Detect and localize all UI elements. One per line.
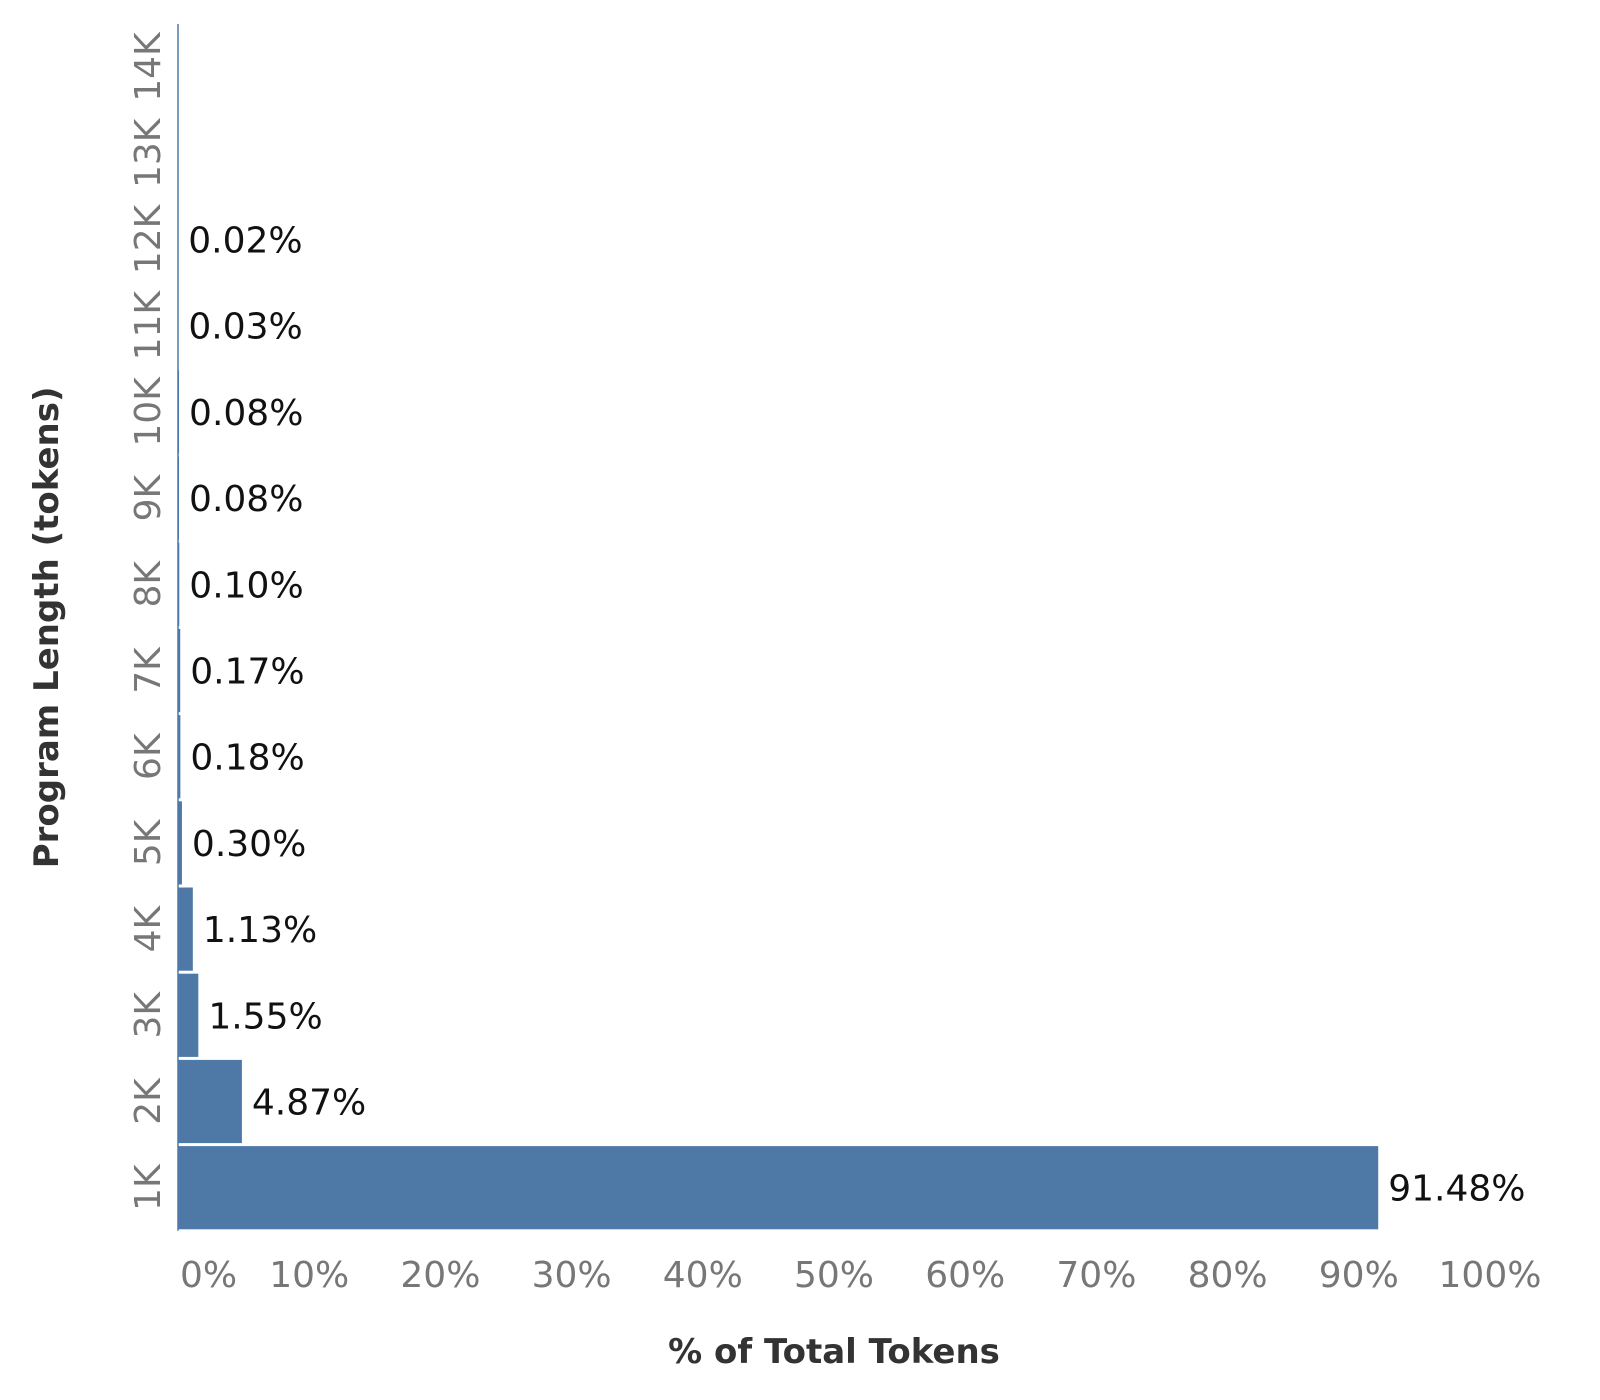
data-label-8k: 0.10% [189, 565, 303, 606]
x-tick-label-50: 50% [794, 1255, 874, 1296]
data-label-5k: 0.30% [192, 824, 306, 865]
y-tick-label-3k: 3K [128, 991, 169, 1039]
y-tick-label-10k: 10K [128, 376, 169, 447]
bar-5k [178, 801, 182, 885]
bars-layer [178, 197, 1379, 1230]
x-axis-title: % of Total Tokens [668, 1332, 1000, 1372]
y-tick-label-1k: 1K [128, 1163, 169, 1211]
data-label-4k: 1.13% [203, 910, 317, 951]
x-tick-label-0: 0% [180, 1255, 237, 1296]
x-tick-label-80: 80% [1188, 1255, 1268, 1296]
data-label-10k: 0.08% [189, 393, 303, 434]
bar-4k [178, 887, 193, 971]
x-tick-label-20: 20% [400, 1255, 480, 1296]
data-label-2k: 4.87% [252, 1083, 366, 1124]
data-label-6k: 0.18% [190, 738, 304, 779]
y-axis-ticks: 1K 2K 3K 4K 5K 6K 7K 8K 9K 10K 11K 12K 13K 14K [128, 31, 169, 1211]
bar-2k [178, 1059, 242, 1144]
bar-6k [178, 715, 181, 799]
y-tick-label-6k: 6K [128, 732, 169, 780]
y-tick-label-5k: 5K [128, 818, 169, 866]
data-label-12k: 0.02% [188, 221, 302, 262]
y-tick-label-13k: 13K [128, 117, 169, 188]
x-tick-label-70: 70% [1056, 1255, 1136, 1296]
y-tick-label-11k: 11K [128, 290, 169, 361]
x-tick-label-30: 30% [532, 1255, 612, 1296]
y-tick-label-14k: 14K [128, 31, 169, 102]
x-axis-ticks: 0% 10% 20% 30% 40% 50% 60% 70% 80% 90% 100% [180, 1255, 1541, 1296]
x-tick-label-90: 90% [1319, 1255, 1399, 1296]
bar-7k [178, 628, 181, 713]
data-label-7k: 0.17% [190, 652, 304, 693]
bar-1k [178, 1146, 1379, 1230]
y-tick-label-7k: 7K [128, 646, 169, 694]
y-tick-label-4k: 4K [128, 904, 169, 952]
y-tick-label-9k: 9K [128, 473, 169, 521]
data-label-3k: 1.55% [208, 996, 322, 1037]
data-label-9k: 0.08% [189, 479, 303, 520]
x-tick-label-60: 60% [925, 1255, 1005, 1296]
data-label-11k: 0.03% [188, 307, 302, 348]
y-tick-label-2k: 2K [128, 1077, 169, 1125]
x-tick-label-10: 10% [269, 1255, 349, 1296]
bar-3k [178, 973, 199, 1057]
data-labels-layer: 91.48% 4.87% 1.55% 1.13% 0.30% 0.18% 0.17% 0.10… [188, 221, 1525, 1210]
y-tick-label-12k: 12K [128, 203, 169, 274]
x-tick-label-40: 40% [663, 1255, 743, 1296]
y-axis-title: Program Length (tokens) [27, 386, 67, 868]
y-tick-label-8k: 8K [128, 560, 169, 608]
data-label-1k: 91.48% [1388, 1169, 1525, 1210]
x-tick-label-100: 100% [1439, 1255, 1542, 1296]
